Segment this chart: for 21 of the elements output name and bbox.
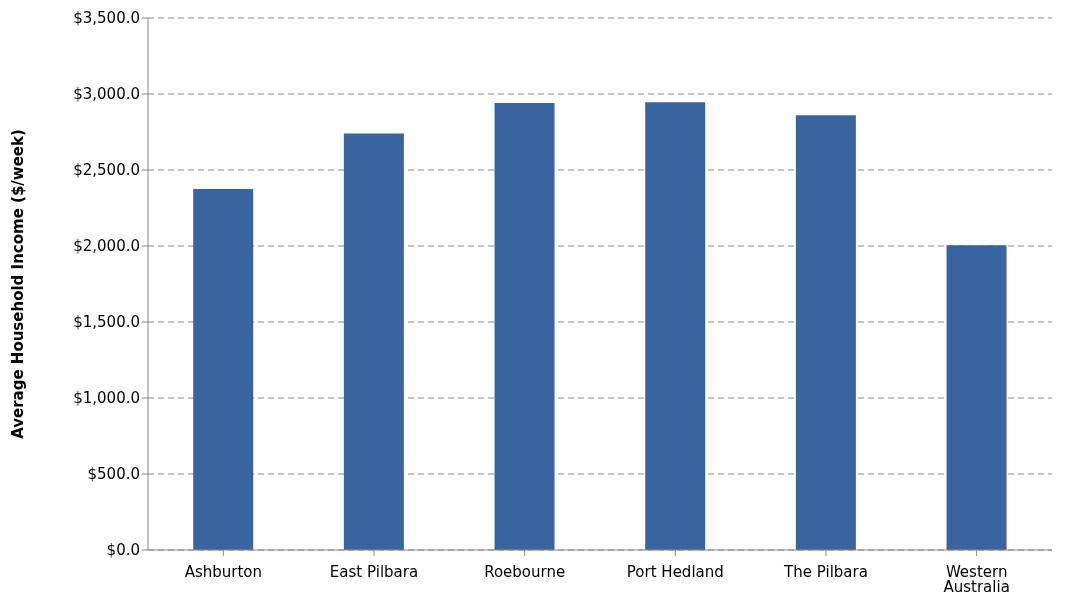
x-tick-label: Ashburton — [184, 562, 263, 581]
y-tick-label: $2,000.0 — [73, 237, 140, 256]
x-tick-label: Port Hedland — [626, 562, 724, 581]
y-tick-label: $3,000.0 — [73, 85, 140, 104]
y-tick-label: $500.0 — [87, 465, 140, 484]
y-axis-title: Average Household Income ($/week) — [9, 129, 28, 439]
y-tick-label: $1,500.0 — [73, 313, 140, 332]
x-tick-label: Roebourne — [484, 562, 566, 581]
bar — [645, 102, 706, 550]
bar — [193, 189, 254, 550]
y-tick-label: $3,500.0 — [73, 9, 140, 28]
y-tick-label: $1,000.0 — [73, 389, 140, 408]
bar — [946, 245, 1007, 550]
x-tick-label: The Pilbara — [783, 562, 868, 581]
bar — [795, 115, 856, 550]
bar — [343, 133, 404, 550]
bar — [494, 103, 555, 550]
y-tick-label: $2,500.0 — [73, 161, 140, 180]
x-tick-label: East Pilbara — [329, 562, 419, 581]
y-tick-label: $0.0 — [106, 541, 140, 560]
x-tick-label: Western Australia — [943, 562, 1010, 596]
